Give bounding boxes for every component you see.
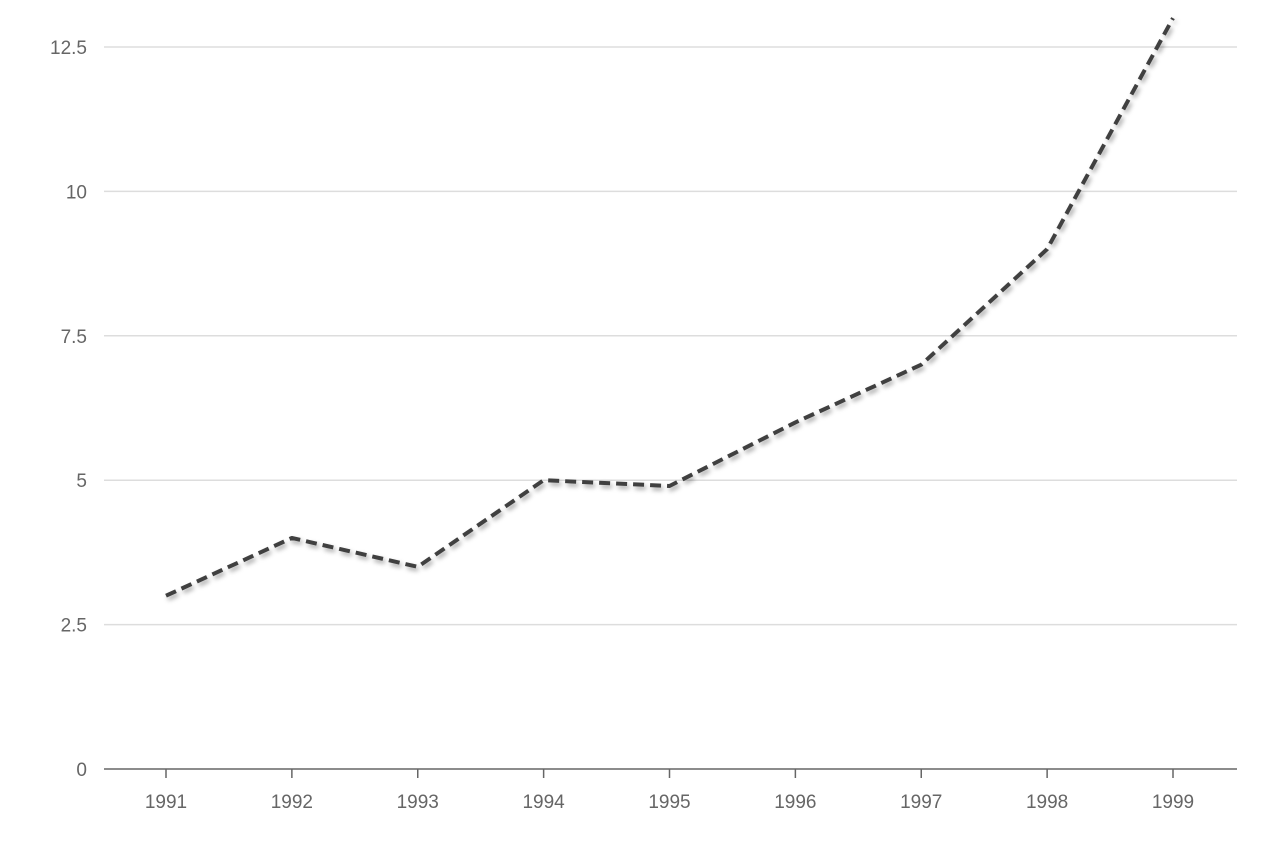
x-axis xyxy=(104,768,1237,778)
x-tick-label: 1997 xyxy=(900,792,942,813)
series-layer xyxy=(165,17,1175,598)
y-tick-label: 7.5 xyxy=(61,327,87,348)
y-axis-tick-labels: 0 2.5 5 7.5 10 12.5 xyxy=(50,38,87,781)
x-tick-label: 1995 xyxy=(648,792,690,813)
x-tick-label: 1991 xyxy=(145,792,187,813)
x-tick-label: 1996 xyxy=(774,792,816,813)
x-tick-label: 1998 xyxy=(1026,792,1068,813)
x-tick-label: 1999 xyxy=(1152,792,1194,813)
x-tick-label: 1992 xyxy=(271,792,313,813)
gridlines xyxy=(104,46,1237,626)
y-tick-label: 12.5 xyxy=(50,38,87,59)
x-tick-label: 1993 xyxy=(397,792,439,813)
series-line xyxy=(165,17,1175,598)
y-tick-label: 10 xyxy=(66,182,87,203)
x-axis-tick-labels: 1991 1992 1993 1994 1995 1996 1997 1998 1999 xyxy=(145,792,1194,813)
x-tick-label: 1994 xyxy=(522,792,565,813)
y-tick-label: 0 xyxy=(76,760,87,781)
y-tick-label: 5 xyxy=(76,471,87,492)
y-tick-label: 2.5 xyxy=(61,616,87,637)
